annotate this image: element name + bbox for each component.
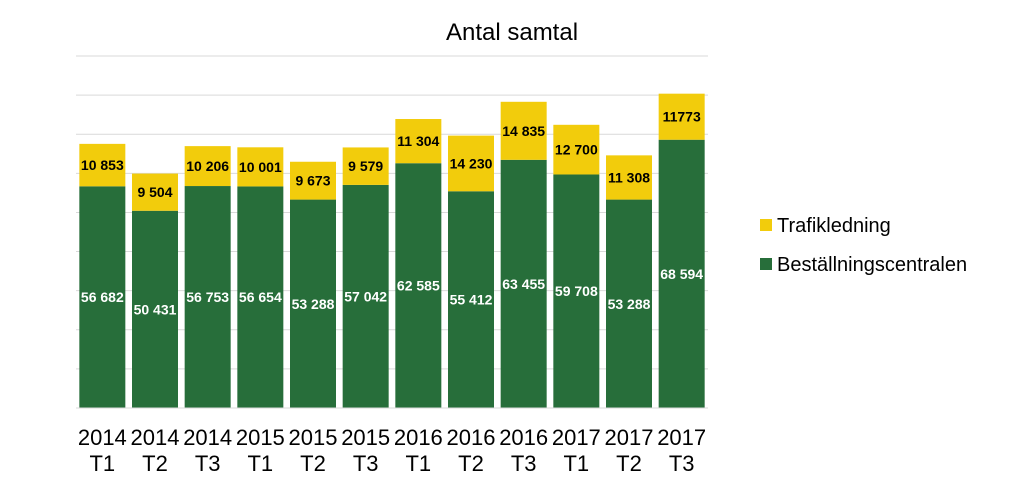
bars	[79, 93, 705, 408]
x-tick-year: 2016	[394, 425, 443, 450]
x-tick-year: 2015	[289, 425, 338, 450]
x-tick-period: T1	[405, 451, 431, 476]
data-label-bestallningscentralen: 62 585	[397, 278, 440, 294]
bar-bestallningscentralen	[79, 186, 126, 408]
x-tick-period: T3	[669, 451, 695, 476]
bar-trafikledning	[79, 143, 126, 187]
x-tick-period: T2	[142, 451, 168, 476]
x-tick-year: 2014	[183, 425, 232, 450]
data-label-trafikledning: 10 206	[186, 158, 229, 174]
data-label-trafikledning: 12 700	[555, 142, 598, 158]
data-label-bestallningscentralen: 55 412	[450, 292, 493, 308]
bar-trafikledning	[237, 147, 284, 187]
legend: Trafikledning Beställningscentralen	[760, 215, 967, 276]
x-tick-period: T1	[563, 451, 589, 476]
data-label-trafikledning: 11773	[663, 109, 701, 125]
x-tick-year: 2016	[447, 425, 496, 450]
data-label-trafikledning: 9 673	[295, 173, 330, 189]
x-tick-year: 2014	[131, 425, 180, 450]
bar-trafikledning	[184, 146, 231, 187]
data-label-trafikledning: 11 308	[608, 169, 650, 185]
x-tick-year: 2017	[552, 425, 601, 450]
x-tick-period: T2	[616, 451, 642, 476]
data-label-trafikledning: 14 835	[502, 123, 545, 139]
bar-trafikledning	[342, 147, 389, 185]
x-tick-year: 2017	[605, 425, 654, 450]
data-label-bestallningscentralen: 68 594	[660, 266, 703, 282]
x-tick-year: 2016	[499, 425, 548, 450]
bar-bestallningscentralen	[658, 139, 705, 408]
data-label-trafikledning: 10 853	[81, 157, 124, 173]
bar-bestallningscentralen	[290, 199, 336, 408]
legend-label-bestallningscentralen: Beställningscentralen	[777, 254, 967, 276]
data-label-bestallningscentralen: 63 455	[502, 276, 545, 292]
data-label-bestallningscentralen: 59 708	[555, 283, 598, 299]
bar-bestallningscentralen	[553, 174, 600, 408]
x-tick-period: T1	[247, 451, 273, 476]
bar-trafikledning	[500, 101, 547, 160]
x-tick-period: T2	[458, 451, 484, 476]
x-tick-year: 2017	[657, 425, 706, 450]
bar-bestallningscentralen	[237, 186, 284, 408]
data-label-bestallningscentralen: 53 288	[292, 296, 335, 312]
bar-bestallningscentralen	[606, 199, 652, 408]
data-label-trafikledning: 10 001	[239, 159, 282, 175]
data-label-bestallningscentralen: 50 431	[134, 301, 177, 317]
x-tick-period: T1	[89, 451, 115, 476]
data-label-trafikledning: 9 504	[137, 184, 172, 200]
bar-trafikledning	[132, 173, 178, 211]
x-tick-period: T3	[511, 451, 537, 476]
legend-swatch-trafikledning	[760, 219, 772, 231]
data-label-bestallningscentralen: 56 682	[81, 289, 124, 305]
bar-bestallningscentralen	[132, 210, 178, 408]
bar-trafikledning	[606, 155, 652, 200]
bar-bestallningscentralen	[342, 184, 389, 408]
chart-title: Antal samtal	[446, 19, 578, 46]
data-label-trafikledning: 14 230	[450, 155, 493, 171]
bar-bestallningscentralen	[500, 159, 547, 408]
data-label-trafikledning: 9 579	[348, 158, 383, 174]
x-tick-year: 2014	[78, 425, 127, 450]
data-label-bestallningscentralen: 57 042	[344, 288, 387, 304]
data-labels: 56 682 10 853 50 431 9 504 56 753 10 206 56 65…	[81, 109, 703, 318]
x-tick-period: T3	[353, 451, 379, 476]
x-tick-period: T3	[195, 451, 221, 476]
x-axis-ticks: 2014T12014T22014T32015T12015T22015T32016…	[78, 425, 706, 476]
data-label-bestallningscentralen: 53 288	[608, 296, 651, 312]
bar-trafikledning	[290, 161, 336, 200]
bar-bestallningscentralen	[448, 191, 494, 408]
bar-trafikledning	[658, 93, 705, 140]
bar-trafikledning	[395, 119, 442, 164]
x-tick-year: 2015	[341, 425, 390, 450]
x-tick-year: 2015	[236, 425, 285, 450]
gridlines	[76, 55, 708, 370]
bar-trafikledning	[553, 124, 600, 175]
legend-swatch-bestallningscentralen	[760, 258, 772, 270]
bar-bestallningscentralen	[184, 186, 231, 408]
data-label-bestallningscentralen: 56 654	[239, 289, 282, 305]
legend-label-trafikledning: Trafikledning	[777, 215, 891, 237]
data-label-trafikledning: 11 304	[397, 133, 439, 149]
bar-trafikledning	[448, 135, 494, 192]
bar-bestallningscentralen	[395, 163, 442, 408]
x-tick-period: T2	[300, 451, 326, 476]
data-label-bestallningscentralen: 56 753	[186, 289, 229, 305]
